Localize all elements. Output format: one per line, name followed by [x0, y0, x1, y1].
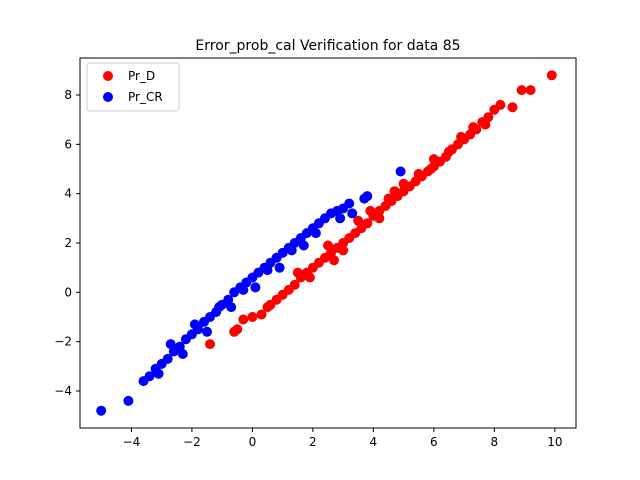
- legend-label-pr-d: Pr_D: [128, 69, 155, 83]
- x-tick-label: 2: [309, 435, 317, 449]
- legend-label-pr-cr: Pr_CR: [128, 90, 163, 104]
- point-pr-cr-0: [96, 405, 107, 416]
- point-pr-cr-44: [238, 284, 249, 295]
- x-tick-label: −2: [183, 435, 201, 449]
- y-axis-ticks: −4 −2 0 2 4 6 8: [54, 88, 80, 398]
- legend-marker-pr-d: [103, 71, 113, 81]
- point-pr-cr-37: [347, 208, 358, 219]
- y-tick-label: −2: [54, 335, 72, 349]
- point-pr-cr-41: [165, 339, 176, 350]
- point-pr-d-66: [456, 131, 467, 142]
- point-pr-d-61: [304, 272, 315, 283]
- legend-marker-pr-cr: [103, 92, 113, 102]
- points-layer: [96, 70, 557, 416]
- point-pr-d-47: [525, 85, 536, 96]
- point-pr-cr-43: [214, 302, 225, 313]
- point-pr-d-4: [247, 312, 258, 322]
- point-pr-d-64: [389, 186, 400, 197]
- point-pr-d-52: [413, 168, 424, 179]
- point-pr-cr-47: [310, 228, 321, 239]
- x-tick-label: 8: [491, 435, 499, 449]
- point-pr-d-65: [425, 164, 436, 174]
- point-pr-d-5: [256, 309, 267, 320]
- point-pr-d-2: [232, 324, 243, 335]
- point-pr-cr-51: [202, 326, 212, 337]
- point-pr-d-0: [205, 339, 215, 350]
- y-tick-label: 0: [64, 285, 72, 299]
- y-tick-label: 4: [64, 187, 72, 201]
- point-pr-d-53: [444, 146, 454, 157]
- point-pr-cr-55: [298, 240, 309, 251]
- point-pr-cr-6: [162, 353, 173, 364]
- point-pr-d-49: [323, 240, 333, 251]
- y-tick-label: 2: [64, 236, 72, 250]
- point-pr-d-45: [507, 102, 518, 113]
- chart-title: Error_prob_cal Verification for data 85: [195, 38, 460, 54]
- point-pr-d-55: [338, 245, 349, 256]
- point-pr-cr-36: [344, 198, 355, 209]
- point-pr-d-56: [374, 213, 385, 224]
- point-pr-d-57: [398, 178, 409, 189]
- point-pr-d-46: [516, 85, 527, 96]
- point-pr-cr-40: [395, 166, 406, 177]
- point-pr-cr-52: [226, 302, 237, 313]
- point-pr-cr-46: [286, 245, 297, 256]
- y-tick-label: 8: [64, 88, 72, 102]
- x-axis-ticks: −4 −2 0 2 4 6 8 10: [123, 428, 562, 449]
- legend: Pr_D Pr_CR: [86, 62, 180, 112]
- y-tick-label: 6: [64, 137, 72, 151]
- x-tick-label: 4: [370, 435, 378, 449]
- point-pr-d-48: [546, 70, 557, 81]
- point-pr-d-22: [362, 218, 373, 229]
- point-pr-cr-1: [123, 395, 134, 406]
- point-pr-d-58: [428, 154, 439, 165]
- point-pr-cr-50: [177, 349, 188, 359]
- point-pr-d-3: [238, 314, 249, 325]
- point-pr-d-44: [495, 99, 506, 110]
- point-pr-d-60: [265, 299, 276, 310]
- point-pr-cr-53: [250, 282, 261, 293]
- point-pr-d-54: [292, 267, 303, 278]
- point-pr-cr-39: [362, 191, 373, 202]
- point-pr-cr-49: [153, 368, 164, 379]
- point-pr-cr-45: [262, 265, 273, 276]
- x-tick-label: 0: [249, 435, 257, 449]
- point-pr-d-51: [383, 193, 394, 204]
- point-pr-d-10: [289, 279, 300, 290]
- point-pr-d-59: [468, 122, 479, 133]
- point-pr-cr-3: [144, 371, 155, 382]
- x-tick-label: −4: [123, 435, 141, 449]
- point-pr-d-50: [353, 215, 364, 226]
- x-tick-label: 6: [430, 435, 438, 449]
- point-pr-cr-54: [274, 262, 285, 273]
- point-pr-d-62: [329, 255, 339, 266]
- point-pr-d-63: [365, 205, 376, 216]
- y-tick-label: −4: [54, 384, 72, 398]
- point-pr-cr-48: [335, 213, 346, 224]
- x-tick-label: 10: [547, 435, 562, 449]
- point-pr-d-67: [480, 119, 491, 130]
- point-pr-cr-42: [189, 319, 200, 330]
